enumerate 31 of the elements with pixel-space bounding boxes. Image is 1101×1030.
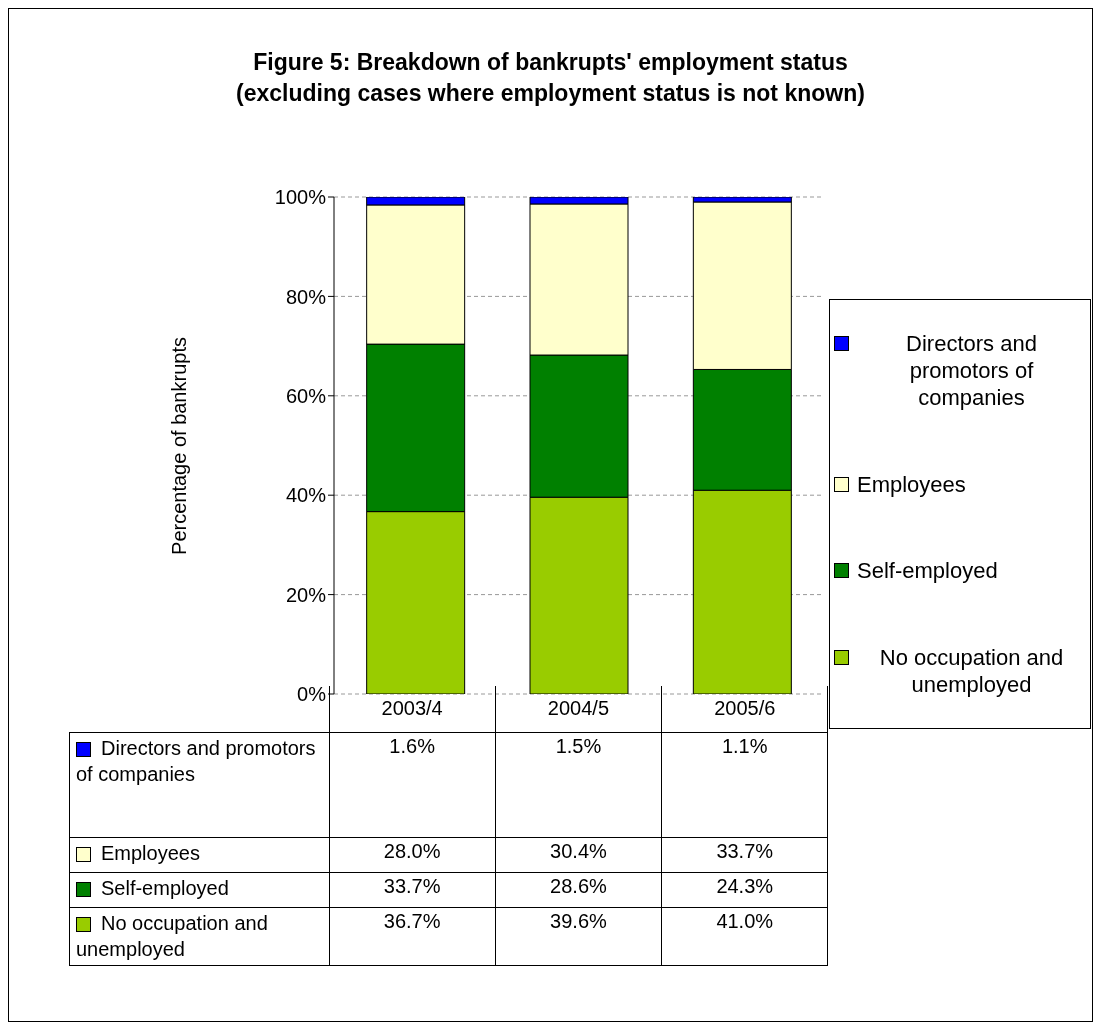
y-tick-label: 80%: [285, 285, 327, 308]
x-tick-label: 2004/5: [495, 686, 662, 732]
text: Directors and promotors of companies: [906, 330, 1037, 410]
data-label: 30.4%: [495, 837, 662, 872]
y-tick-label: 0%: [297, 683, 327, 706]
data-label: 1.5%: [495, 732, 662, 837]
legend-label: No occupation and unemployed: [878, 644, 1065, 699]
x-tick-label: 2003/4: [329, 686, 496, 732]
y-tick-label: 40%: [285, 484, 327, 507]
chart-title: Figure 5: Breakdown of bankrupts' employment status (excluding cases where employment status is not known): [235, 48, 866, 108]
legend-label: Self-employed: [857, 557, 998, 585]
data-label: 41.0%: [661, 907, 828, 965]
data-label: 28.6%: [495, 872, 662, 907]
data-label: 1.1%: [661, 732, 828, 837]
data-label: 28.0%: [329, 837, 496, 872]
data-label: 33.7%: [661, 837, 828, 872]
data-label: 39.6%: [495, 907, 662, 965]
text: No occupation and unemployed: [76, 911, 268, 960]
y-tick-label: 100%: [274, 186, 327, 209]
legend-label: Employees: [857, 470, 966, 498]
y-tick-label: 60%: [285, 384, 327, 407]
data-label: 24.3%: [661, 872, 828, 907]
data-label: 1.6%: [329, 732, 496, 837]
y-axis-title: Percentage of bankrupts: [167, 337, 191, 555]
y-tick-label: 20%: [285, 583, 327, 606]
data-label: 33.7%: [329, 872, 496, 907]
text: Employees: [101, 841, 200, 864]
legend-label: Directors and promotors of companies: [69, 732, 329, 837]
data-label: 36.7%: [329, 907, 496, 965]
text: Self-employed: [101, 876, 229, 899]
x-tick-label: 2005/6: [661, 686, 828, 732]
